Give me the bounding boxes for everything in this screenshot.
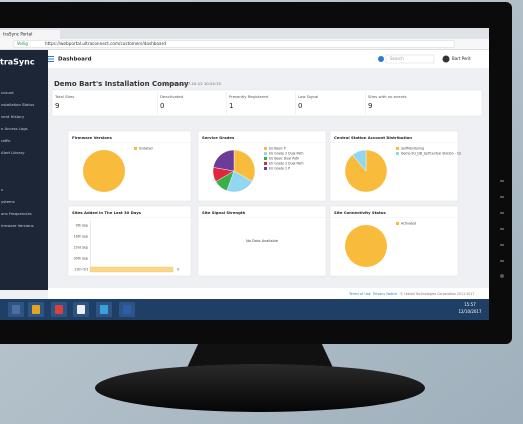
taskbar-icon	[12, 305, 20, 314]
clock-date: 12/10/2017	[458, 309, 482, 314]
footer-link[interactable]: Terms of Use	[348, 292, 371, 296]
legend-swatch	[264, 147, 267, 150]
address-field	[13, 40, 455, 48]
taskbar-icon	[100, 305, 108, 314]
footer-link[interactable]: Privacy Notice	[373, 292, 397, 296]
stat-value: 1	[229, 102, 233, 110]
sidebar-item[interactable]: ons Frequencies	[1, 211, 32, 216]
screen: traSync Portal Veilig https://webportal.ul…	[0, 28, 489, 320]
legend-label: EU Basic P	[269, 147, 286, 151]
empty-message: No Data Available	[246, 239, 279, 243]
pie-slice	[233, 149, 256, 182]
taskbar-icon	[77, 305, 85, 314]
search-placeholder[interactable]: Search	[390, 56, 404, 61]
url-text[interactable]: https://webportal.ultraconnect.com/custo…	[45, 41, 166, 46]
browser-tab	[0, 30, 60, 39]
legend-label: EU Grade 2 P	[269, 167, 290, 171]
menu-icon	[48, 56, 54, 57]
category-label: 11th Oct	[74, 268, 89, 272]
card-title: Site Connectivity Status	[334, 210, 387, 215]
taskbar-icon	[32, 305, 40, 314]
legend-label: Undated	[139, 147, 153, 151]
search-box	[385, 54, 435, 64]
monitor-buttons	[500, 180, 504, 278]
card-title: Central Station Account Distribution	[334, 135, 412, 140]
page-title: Demo Bart's Installation Company	[54, 80, 189, 88]
sidebar-item[interactable]: n Access Logs	[1, 126, 28, 131]
stat-label: Sites with no events	[368, 94, 406, 99]
legend-label: Activated	[401, 222, 416, 226]
stat-label: Deactivated	[160, 94, 184, 99]
pie-slice	[345, 225, 387, 267]
stat-value: 0	[298, 102, 302, 110]
legend-swatch	[396, 152, 399, 155]
header-title: Dashboard	[58, 57, 92, 63]
legend-swatch	[396, 222, 399, 225]
card-title: Firmware Versions	[72, 135, 113, 140]
pie-slice	[352, 149, 367, 172]
menu-icon	[48, 58, 54, 60]
copyright: © United Technologies Corporation 2011-2…	[400, 292, 474, 296]
secure-label[interactable]: Veilig	[17, 41, 28, 46]
card	[197, 205, 327, 277]
stats-panel	[51, 89, 483, 117]
legend-label: Demo EU_DB_SelfCentral Station - CS	[401, 152, 461, 156]
stat-label: Total Sites	[54, 94, 74, 99]
taskbar-icon	[55, 305, 63, 314]
legend-swatch	[264, 152, 267, 155]
legend-label: EU Grade 2 Dual Path	[269, 152, 303, 156]
legend-swatch	[264, 162, 267, 165]
category-label: 16th Sep	[74, 235, 88, 239]
timestamp: Browsers 2017-10-12 10:24:15	[162, 81, 221, 86]
sidebar-item[interactable]: nstallation Status	[1, 102, 34, 107]
user-avatar	[442, 55, 450, 63]
category-label: 9th Sep	[76, 224, 88, 228]
pie-slice	[83, 150, 125, 192]
sidebar-logo: traSync	[0, 58, 35, 67]
card	[67, 205, 192, 277]
sidebar-item[interactable]: raffic	[1, 138, 11, 143]
legend-swatch	[396, 147, 399, 150]
stat-label: Presently Registered	[229, 94, 269, 99]
legend-label: SelfMonitoring	[401, 147, 424, 151]
sidebar-item[interactable]: ccount	[1, 90, 14, 95]
stat-value: 9	[368, 102, 372, 110]
legend-swatch	[264, 167, 267, 170]
pie-slice	[213, 149, 235, 172]
sidebar-item[interactable]: vent History	[1, 114, 25, 119]
user-name[interactable]: Bart Perit	[452, 56, 471, 61]
bar	[89, 266, 174, 273]
header-divider	[0, 49, 489, 50]
tab-title[interactable]: traSync Portal	[3, 32, 32, 37]
taskbar-icon	[123, 305, 131, 314]
sidebar-item[interactable]: ystems	[1, 199, 15, 204]
category-label: 23rd Sep	[74, 246, 88, 250]
footer	[48, 288, 489, 299]
stand-neck	[185, 340, 335, 372]
stat-value: 0	[160, 102, 164, 110]
value-label: 9	[177, 268, 179, 272]
legend-swatch	[264, 157, 267, 160]
card-title: Service Grades	[202, 135, 235, 140]
card-title: Sites Added In The Last 30 Days	[72, 210, 142, 215]
stand-base	[95, 364, 425, 412]
legend-label: EU Basic Dual Path	[269, 157, 299, 161]
category-label: 30th Sep	[74, 257, 88, 261]
tab-strip	[0, 28, 489, 39]
pie-slice	[344, 149, 388, 193]
sidebar-item[interactable]: irmware Versions	[1, 223, 34, 228]
stat-label: Low Signal	[298, 94, 318, 99]
card-title: Site Signal Strength	[202, 210, 246, 215]
menu-icon	[48, 61, 54, 62]
legend-swatch	[134, 147, 137, 150]
sidebar-item[interactable]: s	[1, 187, 3, 192]
sidebar	[0, 50, 48, 290]
legend-label: EU Grade 2 Dual Path	[269, 162, 303, 166]
stat-value: 9	[55, 102, 59, 110]
app-header	[0, 50, 489, 68]
clock-time: 15:57	[464, 302, 476, 307]
sidebar-item[interactable]: Alert Library	[1, 150, 25, 155]
add-button[interactable]	[378, 56, 384, 62]
